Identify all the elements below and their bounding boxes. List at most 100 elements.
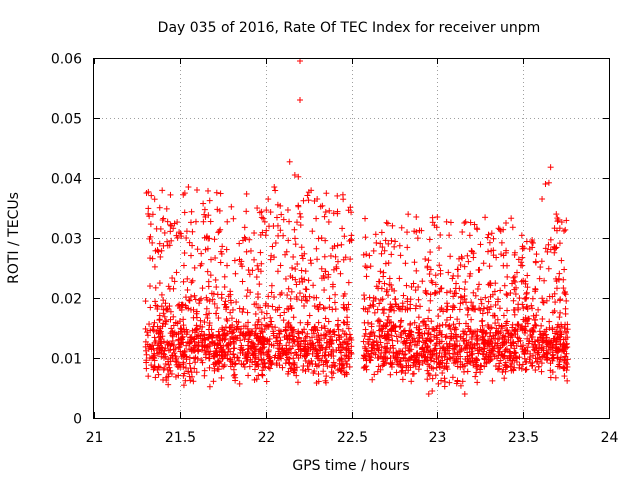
data-point [156,204,163,211]
data-point [263,378,270,385]
data-point [194,347,201,354]
data-point [298,244,305,251]
data-point [290,314,297,321]
data-point [306,312,313,319]
data-point [343,331,350,338]
data-point [449,275,456,282]
data-point [375,317,382,324]
data-point [241,224,248,231]
data-point [428,318,435,325]
data-point [265,196,272,203]
data-point [461,220,468,227]
data-point [335,326,342,333]
data-point [325,271,332,278]
data-point [243,208,250,215]
data-point [382,237,389,244]
data-point [149,255,156,262]
data-point [542,181,549,187]
data-point [149,239,156,246]
data-point [286,218,293,225]
data-point [446,379,453,386]
data-point [243,190,250,197]
data-point [501,282,508,289]
data-point [294,379,301,386]
data-point [291,226,298,233]
data-point [408,378,415,385]
data-point [411,259,418,266]
data-point [269,303,276,310]
data-point [212,276,219,283]
data-point [307,257,314,264]
data-point [535,306,542,313]
data-point [396,242,403,249]
data-point [207,218,214,225]
data-point [339,225,346,232]
y-tick-label: 0.01 [51,352,82,368]
data-point [245,336,252,343]
data-point [533,251,540,258]
data-point [245,319,252,326]
data-point [175,344,182,351]
data-point [188,279,195,286]
data-point [515,301,522,308]
x-tick-label: 23 [429,430,447,446]
data-point [210,378,217,385]
data-point [161,229,168,236]
data-point [454,273,461,280]
data-point [373,239,380,246]
data-point [326,207,333,214]
data-point [325,351,332,358]
data-point [553,211,560,218]
data-point [244,348,251,355]
data-point [445,269,452,276]
data-point [290,253,297,260]
data-point [362,215,369,222]
data-point [278,211,285,218]
data-point [496,226,503,233]
data-point [414,338,421,345]
data-point [328,374,335,381]
data-point [437,270,444,277]
data-point [462,278,469,285]
data-point [194,355,201,362]
data-point [432,272,439,279]
data-point [180,262,187,269]
data-point [347,256,354,263]
data-point [320,304,327,311]
data-point [308,260,315,267]
data-point [402,351,409,358]
data-point [432,289,439,296]
data-point [314,256,321,263]
data-point [145,205,152,212]
data-point [310,282,317,289]
data-point [284,292,291,299]
data-point [227,309,234,316]
data-point [397,252,404,259]
data-point [453,280,460,287]
data-point [422,256,429,263]
data-point [201,367,208,374]
data-point [299,255,306,262]
data-point [425,257,432,264]
data-point [243,293,250,300]
data-point [361,295,368,302]
data-point [157,225,164,232]
data-point [259,367,266,374]
data-point [407,320,414,327]
data-point [393,333,400,340]
data-point [185,305,192,312]
data-point [151,196,158,203]
data-point [432,372,439,379]
data-point [236,380,243,387]
data-point [301,302,308,309]
data-point [236,357,243,364]
data-point [498,323,505,330]
data-point [298,267,305,274]
data-point [258,260,265,267]
data-point [545,265,552,272]
data-point [267,314,274,321]
data-point [473,369,480,376]
data-point [443,218,450,225]
data-point [391,243,398,250]
data-point [308,357,315,364]
